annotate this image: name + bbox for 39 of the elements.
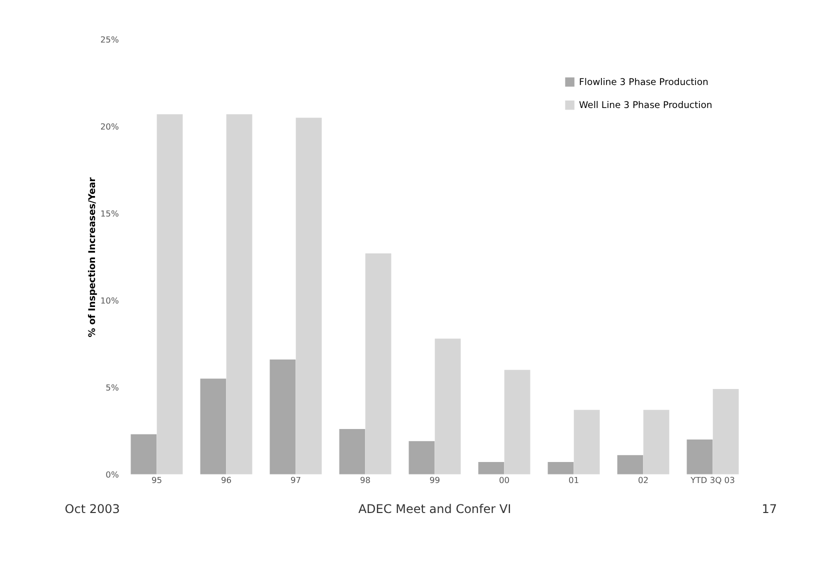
bar — [712, 389, 739, 474]
x-tick-label: 02 — [638, 475, 649, 486]
bar — [270, 359, 296, 474]
bar — [339, 429, 366, 474]
bar — [686, 439, 713, 474]
bar — [574, 410, 600, 474]
x-tick-label: 98 — [360, 475, 371, 486]
y-tick-label: 0% — [106, 469, 119, 480]
bar — [156, 114, 183, 474]
bar — [226, 114, 252, 474]
x-tick-label: 95 — [151, 475, 162, 486]
x-tick-label: 01 — [568, 475, 580, 486]
y-tick-label: 10% — [100, 296, 119, 306]
bar — [130, 434, 157, 474]
legend-label: Well Line 3 Phase Production — [579, 100, 712, 111]
y-tick-label: 20% — [100, 122, 119, 132]
y-tick-label: 15% — [100, 208, 119, 219]
bar — [200, 378, 226, 474]
y-tick-label: 5% — [106, 382, 119, 393]
bar — [504, 370, 530, 474]
bar — [478, 462, 504, 474]
x-tick-label: 96 — [220, 475, 232, 486]
bar — [548, 462, 574, 474]
bar — [296, 118, 322, 474]
x-tick-label: 00 — [498, 475, 510, 486]
y-tick-label: 25% — [100, 34, 119, 45]
x-tick-label: 99 — [429, 475, 440, 486]
bar — [643, 410, 670, 474]
text: Oct 2003 — [64, 502, 120, 516]
text: ADEC Meet and Confer VI — [358, 502, 512, 516]
bar — [434, 338, 461, 474]
x-tick-label: YTD 3Q 03 — [690, 475, 735, 486]
text: 17 — [762, 502, 777, 516]
legend-label: Flowline 3 Phase Production — [579, 76, 709, 88]
y-axis-title: % of Inspection Increases/Year — [86, 176, 98, 338]
bar — [617, 455, 644, 474]
x-tick-label: 97 — [290, 475, 302, 486]
bar — [408, 441, 435, 474]
bar — [365, 253, 392, 474]
